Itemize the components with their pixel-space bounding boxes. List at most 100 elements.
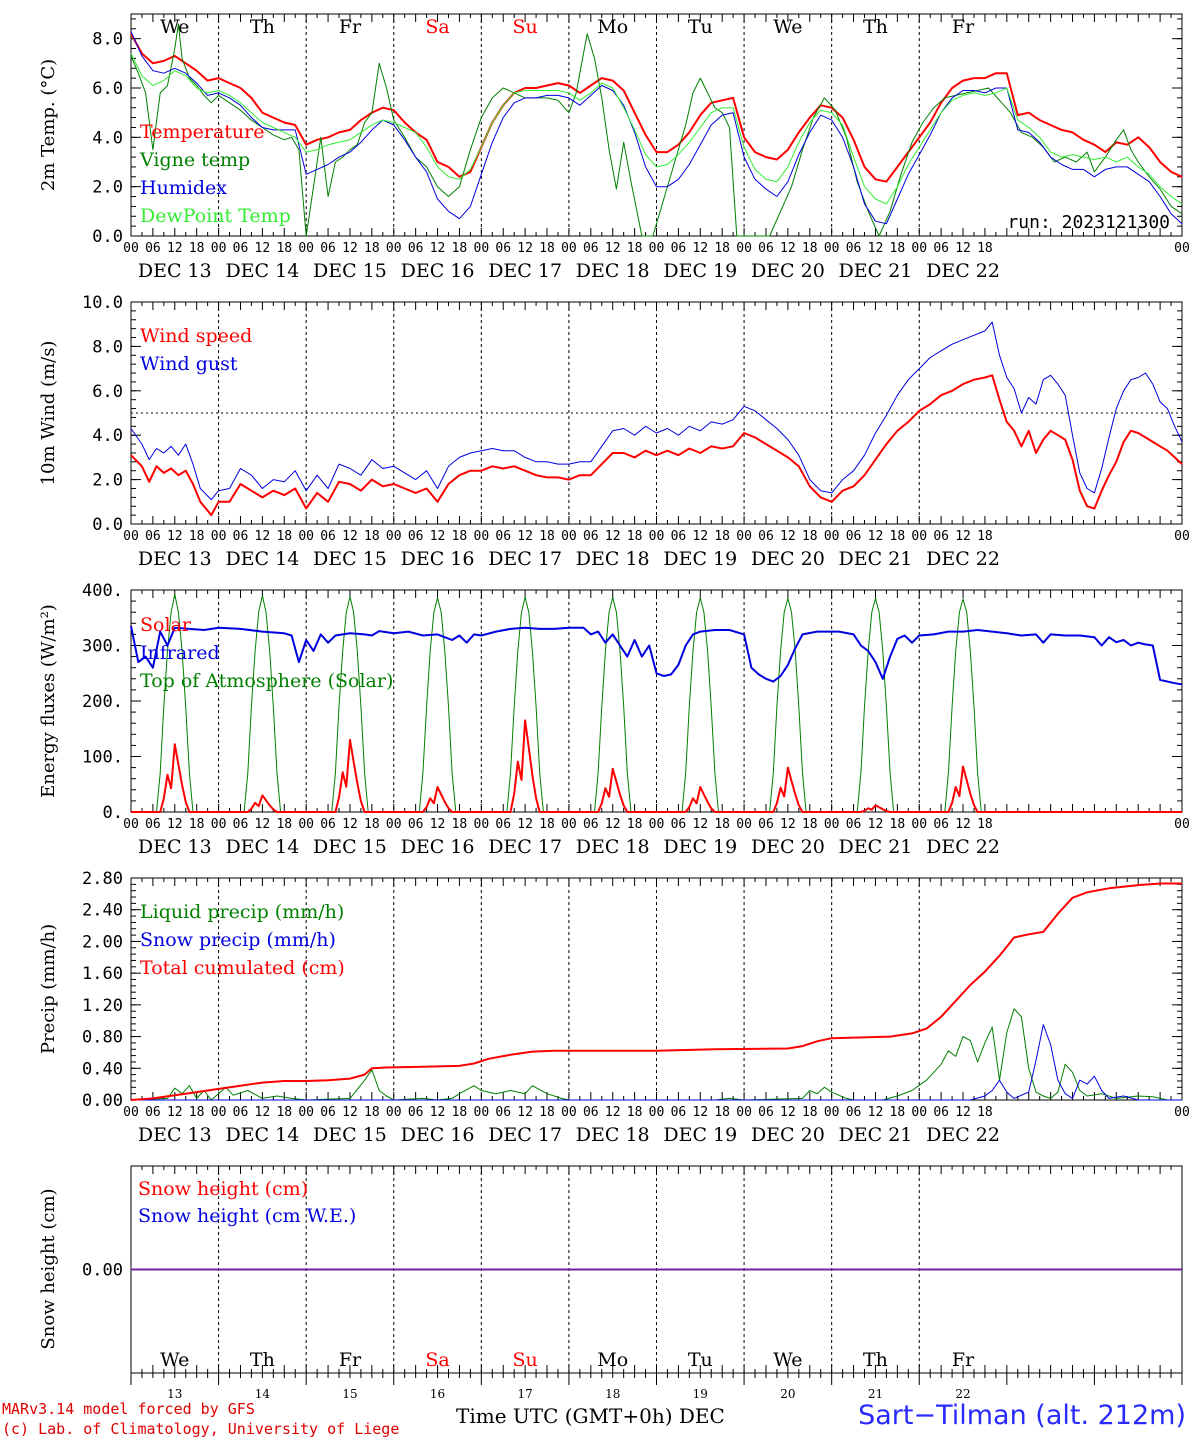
hour-tick-label: 12 xyxy=(430,529,446,544)
hour-tick-label: 00 xyxy=(123,1105,139,1120)
weekday-label: Fr xyxy=(339,16,362,38)
y-tick-label: 2.0 xyxy=(92,178,123,198)
hour-tick-label: 00 xyxy=(386,241,402,256)
hour-tick-label: 06 xyxy=(145,241,161,256)
hour-tick-label: 00 xyxy=(211,1105,227,1120)
hour-tick-label: 06 xyxy=(933,241,949,256)
hour-tick-label: 00 xyxy=(561,1105,577,1120)
y-tick-label: 2.80 xyxy=(82,869,123,889)
y-tick-label: 2.40 xyxy=(82,901,123,921)
date-label: DEC 18 xyxy=(576,836,650,858)
hour-tick-label: 06 xyxy=(846,1105,862,1120)
date-label: DEC 18 xyxy=(576,260,650,282)
hour-tick-label: 00 xyxy=(211,529,227,544)
hour-tick-label: 12 xyxy=(167,241,183,256)
legend-entry: Snow precip (mm/h) xyxy=(140,929,336,951)
hour-tick-label: 00 xyxy=(824,817,840,832)
weekday-label: Mo xyxy=(597,1349,628,1371)
hour-tick-label: 18 xyxy=(627,241,643,256)
series-line-wind-speed xyxy=(130,374,1183,517)
hour-tick-label: 00 xyxy=(386,529,402,544)
date-label: DEC 20 xyxy=(751,836,825,858)
y-tick-label: 0.0 xyxy=(92,227,123,247)
station-name: Sart−Tilman (alt. 212m) xyxy=(858,1400,1186,1431)
hour-tick-label: 12 xyxy=(692,817,708,832)
hour-tick-label: 06 xyxy=(933,1105,949,1120)
hour-tick-label: 00 xyxy=(123,817,139,832)
date-label: DEC 20 xyxy=(751,260,825,282)
y-tick-label: 0.80 xyxy=(82,1028,123,1048)
hour-tick-label: 00 xyxy=(824,529,840,544)
date-label: DEC 13 xyxy=(138,548,212,570)
date-label: DEC 19 xyxy=(663,548,737,570)
day-number-label: 21 xyxy=(868,1387,883,1401)
hour-tick-label: 18 xyxy=(364,529,380,544)
hour-tick-label: 06 xyxy=(758,241,774,256)
date-label: DEC 17 xyxy=(488,548,562,570)
date-label: DEC 16 xyxy=(401,260,475,282)
weekday-label: Th xyxy=(863,16,888,38)
day-number-label: 14 xyxy=(255,1387,271,1401)
hour-tick-label: 18 xyxy=(714,1105,730,1120)
hour-tick-label: 00 xyxy=(911,241,927,256)
hour-tick-label: 06 xyxy=(233,529,249,544)
legend-entry: DewPoint Temp xyxy=(140,205,291,227)
hour-tick-label: 06 xyxy=(408,241,424,256)
hour-tick-label: 00 xyxy=(649,241,665,256)
hour-tick-label: 18 xyxy=(890,817,906,832)
hour-tick-label: 18 xyxy=(627,529,643,544)
day-number-label: 13 xyxy=(167,1387,182,1401)
y-tick-label: 0.40 xyxy=(82,1059,123,1079)
hour-tick-label: 18 xyxy=(189,529,205,544)
hour-tick-label: 12 xyxy=(868,817,884,832)
hour-tick-label: 00 xyxy=(123,241,139,256)
hour-tick-label: 00 xyxy=(911,529,927,544)
date-label: DEC 21 xyxy=(839,260,913,282)
y-tick-label: 6.0 xyxy=(92,79,123,99)
weekday-label: We xyxy=(160,16,189,38)
hour-tick-label: 06 xyxy=(145,1105,161,1120)
date-label: DEC 15 xyxy=(313,548,387,570)
hour-tick-label: 06 xyxy=(233,817,249,832)
hour-tick-label: 00 xyxy=(123,529,139,544)
legend-entry: Snow height (cm W.E.) xyxy=(138,1205,356,1227)
hour-tick-label: 00 xyxy=(911,1105,927,1120)
y-tick-label: 100. xyxy=(82,748,123,768)
y-tick-label: 2.00 xyxy=(82,932,123,952)
day-number-label: 17 xyxy=(517,1387,532,1401)
hour-tick-label: 12 xyxy=(255,1105,271,1120)
hour-tick-label: 18 xyxy=(627,1105,643,1120)
month-label: DEC xyxy=(678,1404,725,1428)
hour-tick-label: 18 xyxy=(802,241,818,256)
hour-tick-label: 12 xyxy=(342,817,358,832)
hour-tick-label: 18 xyxy=(189,817,205,832)
hour-tick-label: 06 xyxy=(846,529,862,544)
hour-tick-label: 00 xyxy=(1174,1105,1190,1120)
weekday-label: Sa xyxy=(425,16,449,38)
hour-tick-label: 18 xyxy=(276,241,292,256)
weekday-label: Th xyxy=(250,16,275,38)
hour-tick-label: 18 xyxy=(890,241,906,256)
hour-tick-label: 06 xyxy=(758,1105,774,1120)
hour-tick-label: 06 xyxy=(846,241,862,256)
hour-tick-label: 18 xyxy=(364,241,380,256)
hour-tick-label: 18 xyxy=(977,817,993,832)
hour-tick-label: 12 xyxy=(692,1105,708,1120)
hour-tick-label: 18 xyxy=(977,241,993,256)
hour-tick-label: 18 xyxy=(802,1105,818,1120)
hour-tick-label: 06 xyxy=(495,1105,511,1120)
day-number-label: 18 xyxy=(605,1387,620,1401)
hour-tick-label: 12 xyxy=(430,1105,446,1120)
hour-tick-label: 18 xyxy=(539,817,555,832)
hour-tick-label: 18 xyxy=(539,529,555,544)
hour-tick-label: 00 xyxy=(824,1105,840,1120)
hour-tick-label: 12 xyxy=(255,529,271,544)
hour-tick-label: 12 xyxy=(605,529,621,544)
hour-tick-label: 00 xyxy=(1174,817,1190,832)
hour-tick-label: 06 xyxy=(583,241,599,256)
day-number-label: 20 xyxy=(780,1387,795,1401)
date-label: DEC 22 xyxy=(926,1124,1000,1146)
hour-tick-label: 12 xyxy=(955,241,971,256)
hour-tick-label: 18 xyxy=(452,1105,468,1120)
hour-tick-label: 18 xyxy=(714,529,730,544)
